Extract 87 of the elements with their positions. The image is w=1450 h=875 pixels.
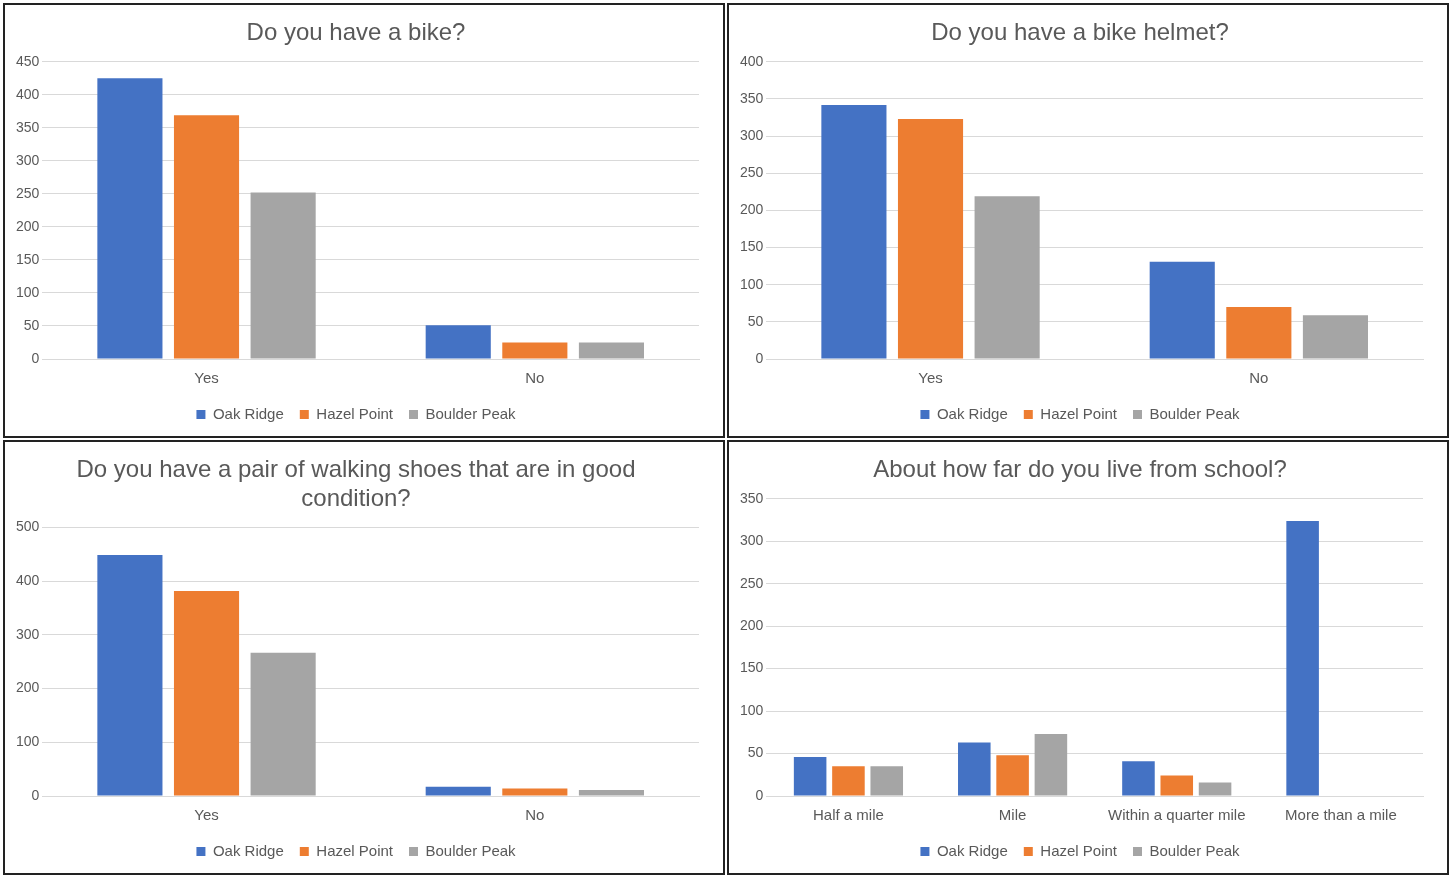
x-tick-label: Mile xyxy=(998,806,1027,824)
y-tick-label: 200 xyxy=(16,679,40,696)
bar xyxy=(958,742,991,796)
y-tick-label: 250 xyxy=(740,574,764,591)
y-tick-label: 200 xyxy=(740,617,764,634)
bar xyxy=(173,115,240,359)
y-tick-label: 400 xyxy=(16,85,40,102)
bar xyxy=(832,766,865,796)
y-tick-label: 450 xyxy=(16,52,40,69)
legend-label: Hazel Point xyxy=(1040,404,1118,422)
bar xyxy=(870,766,904,796)
y-tick-label: 0 xyxy=(31,786,40,803)
y-tick-label: 50 xyxy=(747,312,764,329)
bar xyxy=(974,196,1040,359)
x-tick-label: Yes xyxy=(194,369,219,387)
x-tick-label: Yes xyxy=(194,806,219,824)
legend-label: Oak Ridge xyxy=(212,841,284,859)
y-tick-label: 350 xyxy=(16,118,40,135)
y-tick-label: 50 xyxy=(23,316,40,333)
y-tick-label: 400 xyxy=(740,52,764,69)
legend-label: Hazel Point xyxy=(316,841,394,859)
legend-label: Oak Ridge xyxy=(212,404,284,422)
x-tick-label: Yes xyxy=(918,369,943,387)
chart-title: About how far do you live from school? xyxy=(873,455,1287,483)
bar xyxy=(1302,315,1369,359)
y-tick-label: 200 xyxy=(740,201,764,218)
bar xyxy=(897,119,964,359)
bar xyxy=(1034,734,1068,796)
bar xyxy=(1160,775,1194,796)
bar xyxy=(578,790,645,796)
bar xyxy=(250,652,316,796)
chart-title: Do you have a pair of walking shoes that are in good condition? xyxy=(76,455,636,511)
y-tick-label: 350 xyxy=(740,89,764,106)
y-tick-label: 400 xyxy=(16,572,40,589)
y-tick-label: 100 xyxy=(16,733,40,750)
bar xyxy=(1122,761,1155,796)
legend-label: Oak Ridge xyxy=(936,404,1008,422)
y-tick-label: 0 xyxy=(755,786,764,803)
y-tick-label: 200 xyxy=(16,217,40,234)
bar xyxy=(425,786,491,796)
legend-label: Oak Ridge xyxy=(936,841,1008,859)
legend-label: Boulder Peak xyxy=(1149,404,1241,422)
bar xyxy=(1226,306,1292,359)
bar xyxy=(793,756,827,796)
y-tick-label: 300 xyxy=(16,151,40,168)
y-tick-label: 50 xyxy=(747,744,764,761)
chart-title: Do you have a bike? xyxy=(246,18,466,46)
bar xyxy=(1198,782,1232,796)
y-tick-label: 250 xyxy=(16,184,40,201)
bar xyxy=(250,192,316,359)
x-tick-label: More than a mile xyxy=(1285,806,1397,824)
bar xyxy=(502,788,568,796)
legend-label: Boulder Peak xyxy=(425,404,517,422)
y-tick-label: 100 xyxy=(740,275,764,292)
y-tick-label: 350 xyxy=(740,489,764,506)
bar xyxy=(1286,520,1319,796)
chart-title: Do you have a bike helmet? xyxy=(931,18,1229,46)
bar xyxy=(1149,261,1215,359)
bar xyxy=(97,554,163,796)
x-tick-label: No xyxy=(525,806,545,824)
legend-label: Boulder Peak xyxy=(425,841,517,859)
y-tick-label: 100 xyxy=(16,283,40,300)
bar xyxy=(578,342,645,359)
y-tick-label: 300 xyxy=(740,532,764,549)
y-tick-label: 150 xyxy=(16,250,40,267)
legend-label: Boulder Peak xyxy=(1149,841,1241,859)
y-tick-label: 100 xyxy=(740,701,764,718)
x-tick-label: Within a quarter mile xyxy=(1107,806,1246,824)
y-tick-label: 0 xyxy=(31,349,40,366)
bar xyxy=(173,590,240,796)
bar xyxy=(996,755,1029,796)
y-tick-label: 150 xyxy=(740,659,764,676)
y-tick-label: 300 xyxy=(740,126,764,143)
bar xyxy=(502,342,568,359)
y-tick-label: 0 xyxy=(755,349,764,366)
bar xyxy=(425,325,491,359)
x-tick-label: No xyxy=(1249,369,1269,387)
bar xyxy=(821,104,887,359)
x-tick-label: No xyxy=(525,369,545,387)
y-tick-label: 150 xyxy=(740,238,764,255)
legend-label: Hazel Point xyxy=(316,404,394,422)
y-tick-label: 300 xyxy=(16,625,40,642)
bar xyxy=(97,78,163,359)
legend-label: Hazel Point xyxy=(1040,841,1118,859)
y-tick-label: 250 xyxy=(740,164,764,181)
y-tick-label: 500 xyxy=(16,518,40,535)
x-tick-label: Half a mile xyxy=(813,806,884,824)
